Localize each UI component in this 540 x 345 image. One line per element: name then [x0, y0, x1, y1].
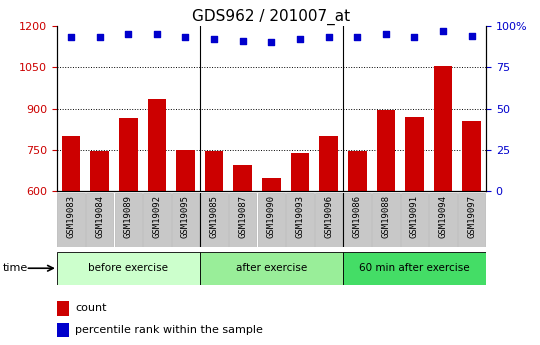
Text: GSM19086: GSM19086	[353, 195, 362, 238]
Bar	[143, 193, 171, 247]
Point	[468, 33, 476, 39]
Bar	[372, 193, 400, 247]
Bar	[315, 193, 342, 247]
Bar	[57, 193, 85, 247]
Bar	[119, 118, 138, 345]
Bar	[343, 252, 486, 285]
Point	[353, 35, 362, 40]
Bar	[405, 117, 424, 345]
Bar	[172, 193, 199, 247]
Bar	[348, 151, 367, 345]
Text: GSM19090: GSM19090	[267, 195, 276, 238]
Bar	[401, 193, 428, 247]
Text: 60 min after exercise: 60 min after exercise	[359, 263, 470, 273]
Point	[410, 35, 419, 40]
Text: before exercise: before exercise	[88, 263, 168, 273]
Bar	[233, 165, 252, 345]
Text: percentile rank within the sample: percentile rank within the sample	[75, 325, 263, 335]
Point	[181, 35, 190, 40]
Bar	[205, 151, 224, 345]
Text: time: time	[3, 263, 28, 273]
Text: GSM19097: GSM19097	[467, 195, 476, 238]
Text: GSM19085: GSM19085	[210, 195, 219, 238]
Bar	[176, 150, 195, 345]
Text: after exercise: after exercise	[236, 263, 307, 273]
Text: GSM19093: GSM19093	[295, 195, 305, 238]
Bar	[57, 252, 200, 285]
Bar	[200, 193, 228, 247]
Bar	[262, 178, 281, 345]
Bar	[434, 66, 453, 345]
Point	[124, 31, 133, 37]
Point	[267, 40, 276, 45]
Bar	[376, 110, 395, 345]
Bar	[458, 193, 485, 247]
Text: GSM19089: GSM19089	[124, 195, 133, 238]
Bar	[229, 193, 256, 247]
Text: GSM19092: GSM19092	[152, 195, 161, 238]
Bar	[200, 252, 343, 285]
Bar	[114, 193, 142, 247]
Text: GSM19094: GSM19094	[438, 195, 448, 238]
Bar	[62, 136, 80, 345]
Point	[95, 35, 104, 40]
Point	[66, 35, 75, 40]
Bar	[286, 193, 314, 247]
Bar	[57, 323, 69, 337]
Bar	[319, 136, 338, 345]
Text: GSM19083: GSM19083	[66, 195, 76, 238]
Text: GSM19087: GSM19087	[238, 195, 247, 238]
Text: GSM19096: GSM19096	[324, 195, 333, 238]
Point	[296, 36, 305, 42]
Bar	[291, 153, 309, 345]
Bar	[90, 151, 109, 345]
Point	[210, 36, 218, 42]
Point	[438, 28, 447, 33]
Text: GSM19084: GSM19084	[95, 195, 104, 238]
Bar	[86, 193, 113, 247]
Bar	[429, 193, 457, 247]
Bar	[258, 193, 285, 247]
Point	[153, 31, 161, 37]
Text: GSM19091: GSM19091	[410, 195, 419, 238]
Point	[381, 31, 390, 37]
Text: count: count	[75, 303, 107, 313]
Text: GSM19088: GSM19088	[381, 195, 390, 238]
Text: GSM19095: GSM19095	[181, 195, 190, 238]
Point	[324, 35, 333, 40]
Bar	[462, 121, 481, 345]
Title: GDS962 / 201007_at: GDS962 / 201007_at	[192, 8, 350, 24]
Bar	[57, 301, 69, 316]
Bar	[147, 99, 166, 345]
Point	[239, 38, 247, 43]
Bar	[343, 193, 371, 247]
